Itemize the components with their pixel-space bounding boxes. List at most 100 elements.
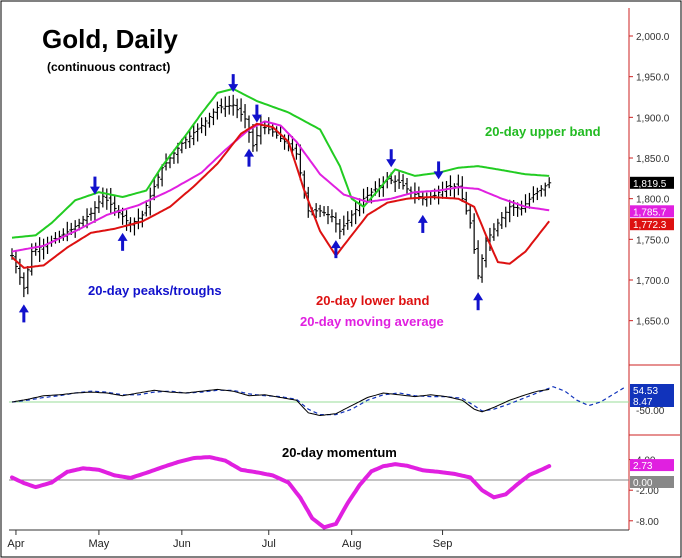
price-bar (199, 117, 204, 134)
price-badge-box (630, 176, 674, 189)
price-bar (160, 164, 165, 187)
momentum-badge-box (630, 476, 674, 488)
price-bar (405, 177, 409, 194)
x-tick-label: Jul (262, 538, 276, 550)
peak-arrow-head (433, 171, 444, 180)
price-bar (539, 185, 544, 197)
trough-arrow-head (117, 232, 128, 241)
price-bar (543, 182, 548, 197)
price-bar (61, 228, 66, 241)
trough-arrow-head (330, 240, 341, 249)
price-bar (333, 212, 338, 233)
price-bar (337, 218, 342, 240)
x-tick-label: Jun (173, 538, 191, 550)
price-badge-box (630, 205, 674, 218)
price-last-value-badge: 1,785.7 (630, 205, 674, 218)
price-bar (207, 112, 212, 128)
x-tick-label: May (89, 538, 110, 550)
price-bar (183, 135, 188, 149)
price-bar (397, 170, 402, 189)
price-bar (223, 96, 228, 117)
price-bar (499, 211, 504, 229)
price-bar (215, 101, 220, 120)
price-y-tick-label: 1,750.0 (636, 235, 670, 246)
momentum-last-value-badge: 2.73 (630, 459, 674, 472)
upper-band-label: 20-day upper band (485, 124, 601, 139)
momentum-last-value-badge: 0.00 (630, 476, 674, 489)
price-bar (195, 123, 200, 142)
price-indicator-lines (11, 87, 550, 269)
price-bar (250, 124, 255, 152)
price-bar (187, 129, 192, 148)
oscillator-badge-label: 8.47 (633, 397, 653, 408)
price-bar (211, 108, 216, 126)
x-tick-label: Sep (433, 538, 453, 550)
price-bar (231, 94, 236, 116)
peak-arrow (228, 74, 239, 93)
peaks-troughs-label: 20-day peaks/troughs (88, 283, 222, 298)
price-y-tick-label: 2,000.0 (636, 32, 670, 43)
price-bar (491, 223, 496, 241)
momentum-series-line (10, 455, 552, 530)
price-bar (227, 95, 232, 115)
price-bar (298, 144, 303, 181)
price-bar (33, 242, 38, 256)
trough-arrow-head (417, 214, 428, 223)
price-bar (531, 186, 536, 203)
peak-arrow (89, 176, 100, 195)
price-badge-box (630, 218, 674, 231)
price-bar (148, 187, 153, 216)
oscillator-last-value-badge: 8.47 (630, 395, 674, 408)
price-bar (341, 215, 346, 236)
price-bar (480, 254, 485, 283)
x-tick-label: Apr (7, 538, 24, 550)
price-bar (144, 200, 149, 217)
price-bar (73, 220, 78, 238)
peak-arrow-head (89, 186, 100, 195)
trough-arrow (244, 148, 254, 167)
x-axis: Apr May Jun Jul Aug Sep (7, 529, 629, 550)
price-bar (345, 211, 350, 230)
upper-band-line (11, 87, 550, 239)
price-last-value-badge: 1,819.5 (630, 176, 674, 190)
price-bar (152, 177, 157, 201)
price-bar (318, 204, 323, 218)
price-bar (353, 201, 358, 225)
oscillator-tick-label: -50.00 (636, 406, 665, 417)
x-ticks: Apr May Jun Jul Aug Sep (7, 530, 452, 550)
price-bar (460, 176, 465, 203)
price-bars (10, 94, 552, 298)
x-tick-label: Aug (342, 538, 362, 550)
trough-arrow-head (18, 304, 29, 313)
trough-arrow-head (473, 292, 484, 301)
oscillator-dashed-line (11, 386, 625, 416)
price-bar (472, 213, 477, 254)
trough-arrow (18, 304, 29, 323)
price-y-tick-label: 1,950.0 (636, 73, 670, 84)
oscillator-last-value-badge: 54.53 (630, 384, 674, 397)
price-y-tick-label: 1,700.0 (636, 276, 670, 287)
oscillator-badge-label: 54.53 (633, 386, 658, 397)
momentum-badge-box (630, 459, 674, 472)
price-bar (401, 174, 406, 190)
price-bar (322, 206, 327, 217)
price-y-ticks: 2,000.0 1,950.0 1,900.0 1,850.0 1,800.0 1,750… (629, 32, 670, 328)
price-y-tick-label: 1,850.0 (636, 154, 670, 165)
price-bar (243, 104, 248, 129)
price-bar (81, 215, 86, 227)
peak-arrow (386, 149, 397, 168)
trough-arrow (473, 292, 484, 311)
oscillator-solid-line (11, 388, 550, 417)
moving-average-line (11, 120, 550, 253)
price-y-tick-label: 1,650.0 (636, 317, 670, 328)
price-bar (314, 203, 319, 219)
price-bar (535, 187, 540, 201)
price-bar (219, 98, 224, 114)
price-bar (547, 177, 552, 189)
price-bar (156, 172, 161, 189)
price-y-tick-label: 1,900.0 (636, 113, 670, 124)
price-bar (140, 210, 145, 228)
price-bar (254, 126, 259, 152)
